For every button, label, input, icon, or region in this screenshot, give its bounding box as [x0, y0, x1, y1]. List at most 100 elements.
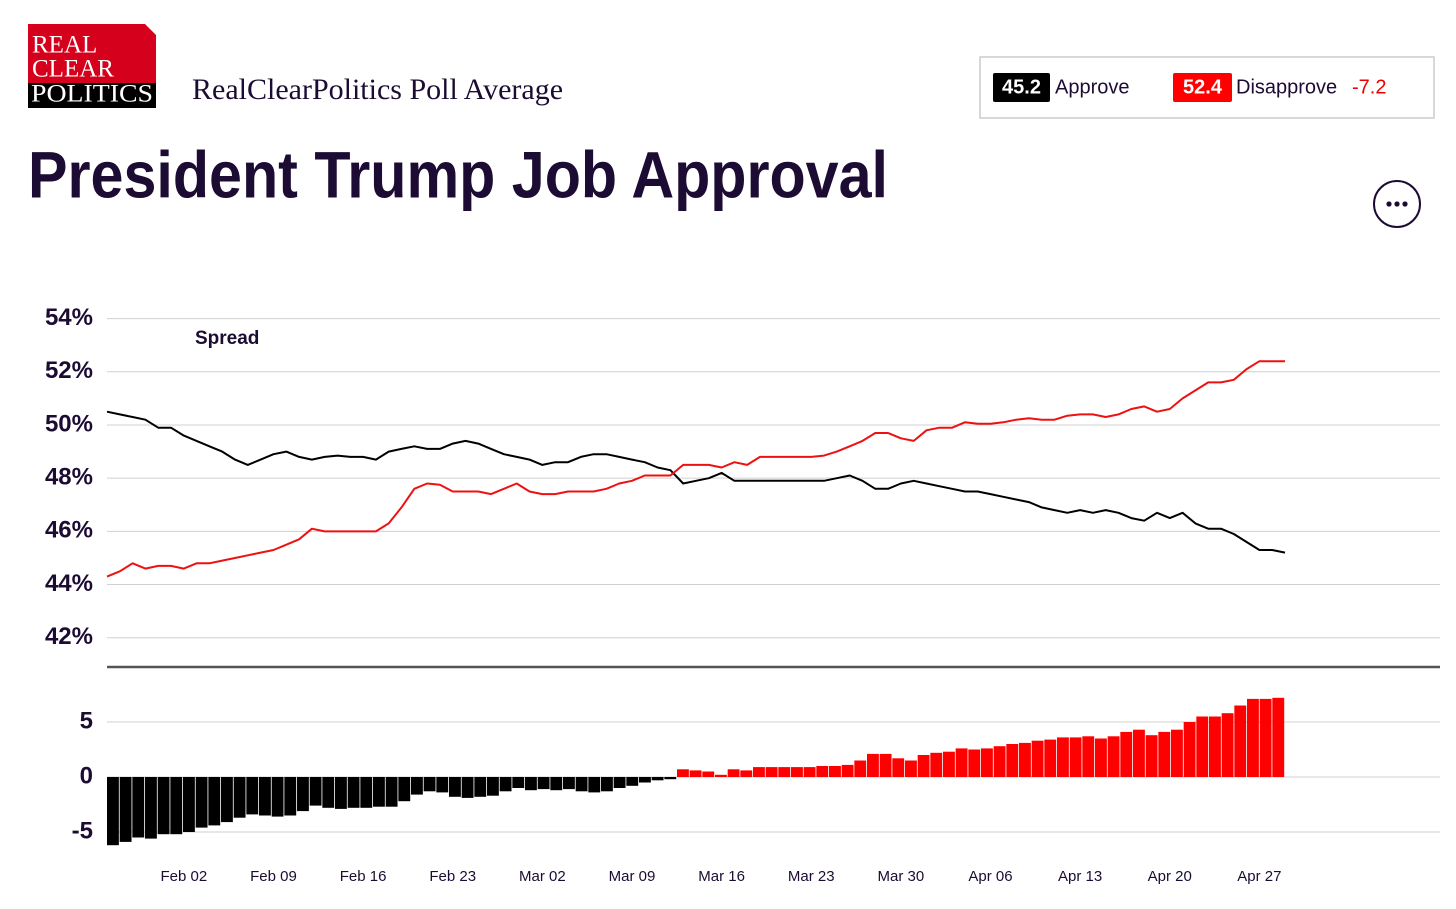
bar: [879, 753, 892, 777]
y-tick-label: 50%: [45, 410, 93, 437]
line-disapprove: [106, 360, 1285, 578]
bar: [867, 753, 879, 777]
bar: [499, 777, 512, 792]
y-tick-label: 46%: [45, 517, 93, 544]
disapprove-value: 52.4: [1183, 76, 1223, 98]
bar: [398, 777, 411, 802]
x-tick-label: Apr 06: [968, 868, 1012, 885]
menu-dot: [1394, 201, 1400, 207]
bar: [297, 777, 309, 812]
bar: [107, 777, 119, 846]
bar: [259, 777, 271, 816]
bar: [512, 777, 525, 788]
bar: [1095, 738, 1107, 777]
menu-dot: [1386, 201, 1392, 207]
bar: [1196, 716, 1209, 777]
x-tick-label: Mar 30: [878, 868, 925, 885]
x-tick-label: Apr 13: [1058, 868, 1102, 885]
bar: [1145, 735, 1158, 777]
logo-bar: [28, 83, 156, 108]
bar: [322, 777, 335, 808]
bar: [373, 777, 385, 807]
bar: [1183, 722, 1196, 777]
subtitle: RealClearPolitics Poll Average: [192, 73, 563, 106]
bar: [917, 755, 930, 777]
y-tick-label: 52%: [45, 357, 93, 384]
bar: [335, 777, 347, 809]
spread-value: -7.2: [1352, 76, 1386, 98]
bar: [892, 758, 905, 777]
bar: [1031, 740, 1044, 777]
y-tick-label: 42%: [45, 623, 93, 650]
bar: [347, 777, 360, 808]
disapprove-badge: [1173, 73, 1232, 102]
bar: [854, 760, 867, 777]
x-tick-label: Feb 16: [340, 868, 387, 885]
bar: [689, 770, 702, 777]
bar: [145, 777, 157, 839]
x-tick-label: Apr 27: [1237, 868, 1281, 885]
x-tick-label: Mar 09: [609, 868, 656, 885]
bar: [449, 777, 461, 797]
bar: [157, 777, 170, 835]
bar: [575, 777, 588, 792]
x-tick-label: Mar 02: [519, 868, 566, 885]
x-tick-label: Apr 20: [1148, 868, 1192, 885]
line-approve: [106, 410, 1286, 554]
bar: [753, 767, 765, 777]
y-tick-label: -5: [72, 817, 93, 844]
bar: [626, 777, 639, 786]
bar: [1057, 737, 1069, 777]
bar: [1044, 739, 1057, 777]
bar: [993, 746, 1006, 777]
chart-title: President Trump Job Approval: [28, 137, 888, 211]
bar: [1234, 705, 1247, 777]
bar: [487, 777, 499, 796]
y-tick-label: 48%: [45, 464, 93, 491]
bar: [1259, 698, 1272, 777]
logo-line: POLITICS: [31, 81, 153, 108]
y-tick-label: 44%: [45, 570, 93, 597]
approve-badge: [993, 73, 1050, 102]
logo-line: REAL: [32, 32, 97, 59]
bar: [1019, 742, 1031, 777]
bar: [1221, 713, 1234, 777]
bar: [613, 777, 626, 788]
bar: [1082, 736, 1095, 777]
y-tick-label: 0: [80, 762, 93, 789]
bar: [309, 777, 322, 806]
bar: [208, 777, 221, 826]
bar: [803, 767, 816, 777]
bar: [1133, 729, 1145, 777]
bar: [791, 767, 803, 777]
bar: [955, 748, 968, 777]
y-tick-label: 5: [80, 707, 93, 734]
bar: [1069, 737, 1082, 777]
bar: [930, 752, 943, 777]
bar: [221, 777, 233, 823]
legend-label: Approve: [1055, 76, 1130, 98]
bar: [246, 777, 259, 815]
bar: [588, 777, 601, 793]
menu-dot: [1402, 201, 1408, 207]
logo-line: CLEAR: [32, 56, 114, 83]
bar: [943, 751, 955, 777]
annotation: Spread: [195, 328, 259, 349]
bar: [360, 777, 373, 808]
menu-button[interactable]: [1373, 180, 1421, 228]
logo: REAL CLEAR POLITICS: [28, 24, 156, 108]
x-tick-label: Feb 23: [429, 868, 476, 885]
bar: [385, 777, 398, 807]
bar: [740, 770, 753, 777]
bar: [1171, 729, 1183, 777]
bar: [816, 766, 829, 777]
bar: [1247, 698, 1259, 777]
bar: [905, 760, 917, 777]
bar: [271, 777, 284, 817]
bar: [1209, 716, 1221, 777]
x-tick-label: Mar 16: [698, 868, 745, 885]
approve-value: 45.2: [1002, 76, 1041, 98]
bar: [550, 777, 563, 791]
bar: [677, 769, 689, 777]
